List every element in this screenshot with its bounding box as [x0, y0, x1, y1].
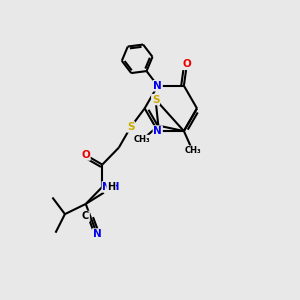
Text: N: N	[153, 81, 162, 91]
Text: H: H	[107, 182, 115, 192]
Text: N: N	[153, 126, 162, 136]
Text: O: O	[81, 150, 90, 160]
Text: N: N	[93, 229, 101, 239]
Text: CH₃: CH₃	[134, 135, 151, 144]
Text: C: C	[82, 212, 89, 221]
Text: O: O	[182, 59, 191, 69]
Text: CH₃: CH₃	[184, 146, 201, 155]
Text: S: S	[152, 94, 159, 105]
Text: NH: NH	[102, 182, 120, 192]
Text: S: S	[127, 122, 134, 132]
